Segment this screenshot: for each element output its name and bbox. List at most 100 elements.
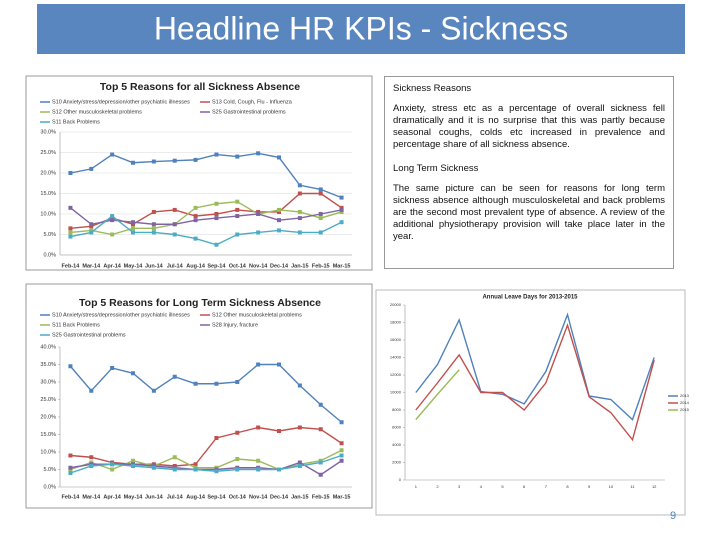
series-line bbox=[70, 200, 342, 236]
y-tick-label: 5.0% bbox=[43, 232, 56, 238]
data-point bbox=[89, 455, 94, 460]
data-point bbox=[277, 218, 281, 223]
data-point bbox=[172, 158, 177, 163]
data-point bbox=[172, 207, 177, 212]
data-point bbox=[235, 232, 240, 237]
y-tick-label: 0.0% bbox=[43, 484, 56, 490]
data-point bbox=[131, 458, 135, 463]
data-point bbox=[339, 448, 344, 453]
x-tick-label: Mar-14 bbox=[82, 263, 101, 269]
y-tick-label: 4000 bbox=[392, 442, 402, 447]
data-point bbox=[89, 222, 94, 227]
data-point bbox=[256, 425, 261, 430]
x-tick-label: Mar-14 bbox=[82, 494, 101, 500]
legend-label: S25 Gastrointestinal problems bbox=[212, 109, 286, 115]
y-tick-label: 35.0% bbox=[40, 362, 56, 368]
data-point bbox=[339, 205, 344, 210]
y-tick-label: 40.0% bbox=[40, 344, 56, 350]
data-point bbox=[277, 429, 281, 433]
series-line bbox=[70, 454, 342, 474]
data-point bbox=[193, 214, 198, 219]
data-point bbox=[131, 230, 135, 235]
data-point bbox=[339, 441, 344, 446]
data-point bbox=[193, 236, 198, 241]
data-point bbox=[256, 467, 261, 472]
x-tick-label: 5 bbox=[501, 484, 504, 489]
data-point bbox=[277, 155, 281, 160]
text-box: Sickness Reasons Anxiety, stress etc as … bbox=[384, 76, 674, 269]
data-point bbox=[277, 228, 281, 233]
data-point bbox=[256, 362, 261, 367]
legend-label: S11 Back Problems bbox=[52, 119, 100, 125]
data-point bbox=[131, 371, 135, 376]
data-point bbox=[89, 388, 94, 393]
y-tick-label: 12000 bbox=[390, 372, 402, 377]
x-tick-label: Jul-14 bbox=[167, 263, 184, 269]
data-point bbox=[235, 154, 240, 159]
data-point bbox=[110, 366, 115, 370]
page-number: 9 bbox=[670, 510, 676, 522]
heading: Long Term Sickness bbox=[393, 163, 479, 174]
legend-label: S28 Injury, fracture bbox=[212, 322, 258, 328]
paragraph: The same picture can be seen for reasons… bbox=[393, 183, 665, 242]
heading: Sickness Reasons bbox=[393, 83, 472, 94]
y-tick-label: 20.0% bbox=[40, 170, 56, 176]
series-line bbox=[415, 312, 655, 421]
x-tick-label: 3 bbox=[458, 484, 461, 489]
data-point bbox=[318, 191, 323, 196]
series-line bbox=[69, 363, 343, 423]
data-point bbox=[318, 427, 323, 432]
data-point bbox=[193, 467, 198, 472]
legend-label: S11 Back Problems bbox=[52, 322, 100, 328]
x-tick-label: 12 bbox=[652, 484, 657, 489]
data-point bbox=[68, 465, 73, 470]
data-point bbox=[256, 151, 261, 156]
y-tick-label: 20.0% bbox=[40, 414, 56, 420]
x-tick-label: Feb-14 bbox=[62, 494, 81, 500]
data-point bbox=[68, 453, 73, 458]
x-tick-label: Oct-14 bbox=[229, 263, 247, 269]
data-point bbox=[235, 457, 240, 461]
y-tick-label: 10.0% bbox=[40, 211, 56, 217]
x-tick-label: Jul-14 bbox=[167, 494, 184, 500]
data-point bbox=[68, 471, 73, 475]
data-point bbox=[235, 430, 240, 435]
data-point bbox=[193, 205, 198, 210]
x-tick-label: Mar-15 bbox=[333, 263, 351, 269]
y-tick-label: 2000 bbox=[392, 460, 402, 465]
data-point bbox=[131, 222, 135, 227]
data-point bbox=[110, 216, 115, 221]
legend-label: S12 Other musculoskeletal problems bbox=[52, 109, 142, 115]
x-tick-label: Apr-14 bbox=[103, 263, 121, 269]
chart-title: Top 5 Reasons for all Sickness Absence bbox=[100, 81, 300, 93]
data-point bbox=[151, 388, 156, 393]
y-tick-label: 25.0% bbox=[40, 397, 56, 403]
y-tick-label: 0.0% bbox=[43, 252, 56, 258]
data-point bbox=[151, 222, 156, 227]
data-point bbox=[277, 209, 281, 214]
data-point bbox=[318, 187, 323, 192]
data-point bbox=[318, 230, 323, 235]
data-point bbox=[151, 159, 156, 164]
y-tick-label: 6000 bbox=[392, 425, 402, 430]
data-point bbox=[256, 230, 261, 235]
data-point bbox=[151, 226, 156, 231]
data-point bbox=[339, 207, 344, 212]
x-tick-label: Oct-14 bbox=[229, 494, 247, 500]
x-tick-label: 4 bbox=[480, 484, 483, 489]
series-line bbox=[70, 152, 342, 199]
data-point bbox=[235, 214, 240, 219]
data-point bbox=[318, 402, 323, 407]
x-tick-label: Aug-14 bbox=[186, 494, 206, 500]
data-point bbox=[297, 209, 302, 214]
data-point bbox=[110, 218, 115, 223]
x-tick-label: May-14 bbox=[124, 494, 144, 500]
data-point bbox=[214, 212, 219, 216]
data-point bbox=[318, 460, 323, 465]
y-tick-label: 10000 bbox=[390, 390, 402, 395]
data-point bbox=[214, 242, 219, 247]
data-point bbox=[256, 209, 261, 214]
series-line bbox=[415, 322, 655, 442]
data-point bbox=[235, 467, 240, 472]
data-point bbox=[297, 183, 302, 188]
